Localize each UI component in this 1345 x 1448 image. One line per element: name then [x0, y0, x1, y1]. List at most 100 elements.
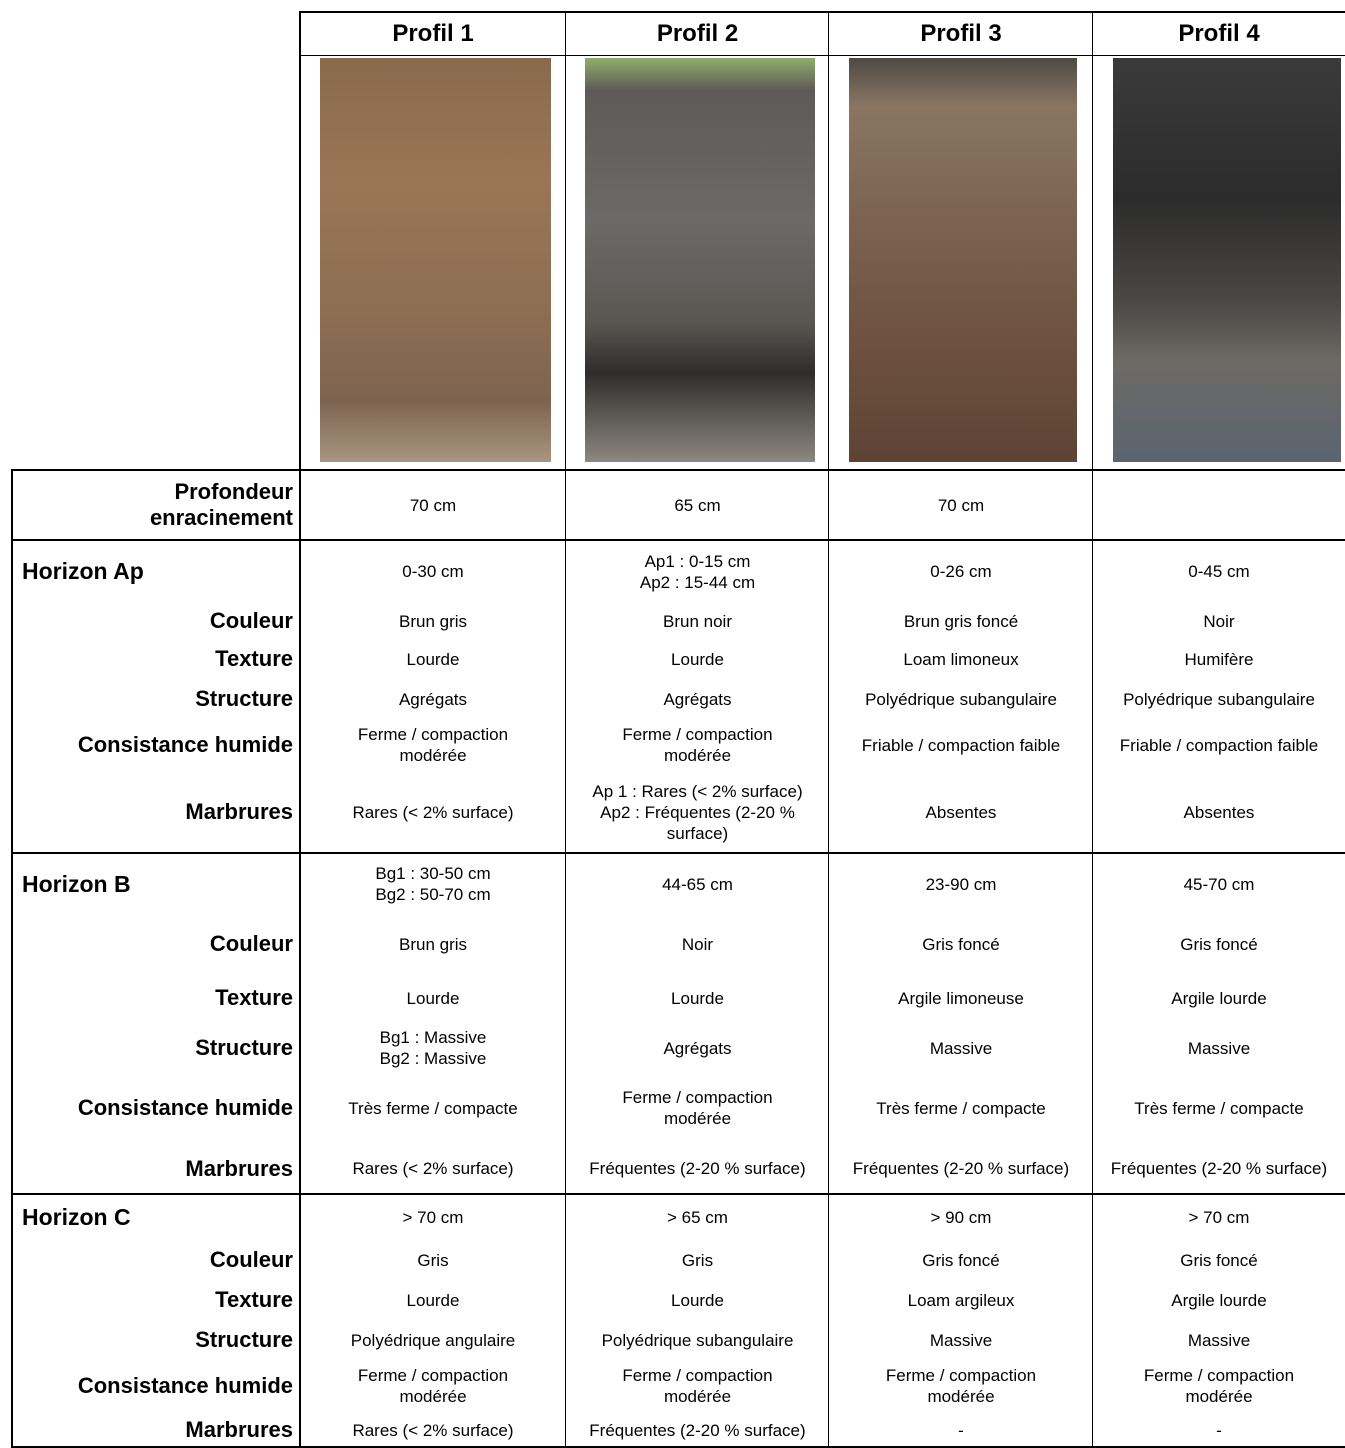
- cell-line: modérée: [663, 746, 732, 765]
- cell: Ferme / compaction modérée: [1093, 1360, 1345, 1412]
- cell-line: Fréquentes (2-20 % surface): [589, 1159, 806, 1178]
- label-line: Structure: [195, 1035, 293, 1060]
- cell-line: Brun noir: [663, 611, 732, 631]
- cell-line: Noir: [681, 934, 714, 954]
- border: [299, 55, 1345, 56]
- cell-line: Ferme / compaction: [357, 725, 509, 744]
- row-label: Couleur: [12, 915, 293, 973]
- row-label: Texture: [12, 639, 293, 679]
- row-label: Couleur: [12, 1240, 293, 1280]
- cell-line: 70 cm: [937, 495, 985, 515]
- border: [11, 1193, 1345, 1195]
- cell-line: Gris foncé: [922, 1250, 1000, 1270]
- row-label: Structure: [12, 1320, 293, 1360]
- cell-line: Bg2 : 50-70 cm: [375, 885, 491, 904]
- cell-line: Agrégats: [663, 1038, 732, 1058]
- label-line: enracinement: [149, 505, 293, 530]
- column-header: Profil 4: [1178, 20, 1260, 47]
- border: [11, 469, 1345, 471]
- cell-line: -: [958, 1420, 964, 1440]
- cell-line: Ferme / compaction: [622, 1088, 773, 1107]
- row-label: Structure: [12, 1023, 293, 1073]
- row-label: Profondeur enracinement: [12, 470, 293, 540]
- cell-line: Polyédrique subangulaire: [1123, 689, 1315, 709]
- row-label: Consistance humide: [12, 1360, 293, 1412]
- cell-line: Argile limoneuse: [898, 988, 1024, 1008]
- cell: Polyédrique subangulaire: [566, 1320, 829, 1360]
- cell-line: Massive: [1187, 1038, 1251, 1058]
- cell: Absentes: [1093, 771, 1345, 853]
- column-header: Profil 1: [392, 20, 474, 47]
- label-line: Texture: [215, 646, 293, 671]
- label-line: Consistance humide: [77, 1095, 293, 1120]
- cell: Rares (< 2% surface): [300, 1412, 566, 1448]
- cell: Ap1 : 0-15 cm Ap2 : 15-44 cm: [566, 540, 829, 603]
- row-label: Structure: [12, 679, 293, 719]
- cell-line: Ferme / compaction: [357, 1366, 509, 1385]
- cell: Absentes: [829, 771, 1093, 853]
- cell-line: modérée: [663, 1387, 732, 1406]
- cell: Ferme / compaction modérée: [566, 1073, 829, 1143]
- cell: Loam argileux: [829, 1280, 1093, 1320]
- cell: Brun noir: [566, 603, 829, 639]
- cell-line: Lourde: [671, 988, 724, 1008]
- cell: 0-45 cm: [1093, 540, 1345, 603]
- cell: 70 cm: [300, 470, 566, 540]
- cell: Noir: [566, 915, 829, 973]
- cell-line: Absentes: [1183, 802, 1255, 822]
- cell-line: modérée: [399, 746, 467, 765]
- cell: Massive: [1093, 1320, 1345, 1360]
- label-line: Marbrures: [185, 1155, 293, 1181]
- cell: Friable / compaction faible: [1093, 719, 1345, 771]
- cell-line: > 65 cm: [667, 1207, 728, 1227]
- cell-line: Loam argileux: [907, 1290, 1015, 1310]
- cell: Gris: [566, 1240, 829, 1280]
- row-label: Consistance humide: [12, 719, 293, 771]
- column-header: Profil 2: [656, 20, 739, 47]
- border: [11, 469, 13, 1448]
- cell-line: Argile lourde: [1171, 988, 1267, 1008]
- label-line: Marbrures: [185, 799, 293, 824]
- cell-line: Massive: [929, 1330, 993, 1350]
- cell-line: Noir: [1203, 611, 1235, 631]
- label-line: Texture: [215, 1287, 293, 1312]
- cell-line: Humifère: [1184, 649, 1254, 669]
- cell: Brun gris: [300, 603, 566, 639]
- cell: Très ferme / compacte: [300, 1073, 566, 1143]
- label-line: Marbrures: [185, 1417, 293, 1442]
- cell-line: Ap2 : 15-44 cm: [639, 572, 756, 592]
- cell: Argile lourde: [1093, 973, 1345, 1023]
- cell: Bg1 : Massive Bg2 : Massive: [300, 1023, 566, 1073]
- cell: Ferme / compaction modérée: [829, 1360, 1093, 1412]
- cell: Très ferme / compacte: [829, 1073, 1093, 1143]
- cell: Polyédrique subangulaire: [829, 679, 1093, 719]
- cell-line: Fréquentes (2-20 % surface): [852, 1159, 1070, 1178]
- cell-line: Ap 1 : Rares (< 2% surface): [592, 781, 803, 801]
- cell: Gris: [300, 1240, 566, 1280]
- photo-profil-4: [1113, 58, 1341, 462]
- horizon-title: Horizon Ap: [22, 558, 144, 584]
- cell: 65 cm: [566, 470, 829, 540]
- cell: Massive: [829, 1320, 1093, 1360]
- cell: Fréquentes (2-20 % surface): [1093, 1143, 1345, 1194]
- cell: 23-90 cm: [829, 853, 1093, 915]
- cell: Ferme / compaction modérée: [300, 719, 566, 771]
- cell: Humifère: [1093, 639, 1345, 679]
- cell-line: > 70 cm: [1188, 1207, 1250, 1227]
- cell: Lourde: [300, 1280, 566, 1320]
- cell-line: Polyédrique angulaire: [350, 1330, 516, 1350]
- cell-line: Lourde: [671, 1290, 724, 1310]
- cell: Lourde: [566, 973, 829, 1023]
- cell-line: 65 cm: [674, 495, 721, 515]
- label-line: Consistance humide: [77, 1373, 293, 1398]
- cell-line: 45-70 cm: [1183, 874, 1255, 894]
- label-line: Texture: [215, 985, 293, 1010]
- cell-line: Ap2 : Fréquentes (2-20 %: [600, 802, 795, 822]
- cell-line: Absentes: [925, 802, 997, 822]
- cell: 70 cm: [829, 470, 1093, 540]
- cell: Argile limoneuse: [829, 973, 1093, 1023]
- cell-line: Ap1 : 0-15 cm: [644, 551, 751, 571]
- row-label: Marbrures: [12, 1143, 293, 1194]
- cell: Noir: [1093, 603, 1345, 639]
- cell: Fréquentes (2-20 % surface): [566, 1143, 829, 1194]
